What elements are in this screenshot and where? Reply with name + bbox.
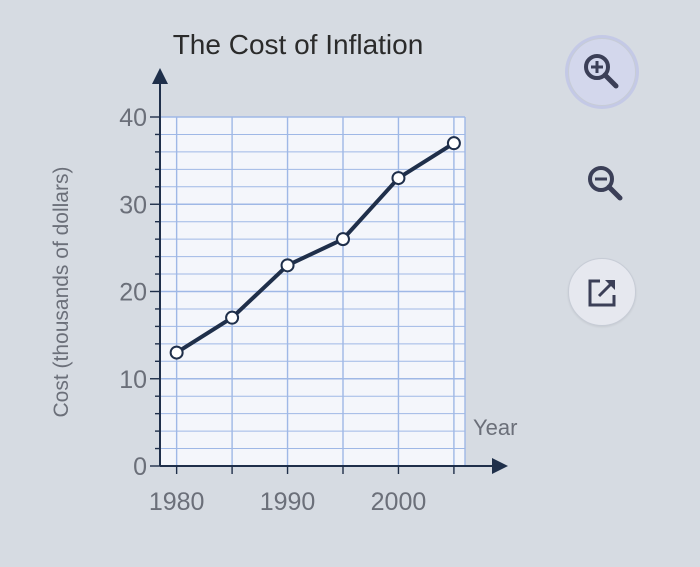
data-point — [391, 171, 406, 186]
data-point — [280, 258, 295, 273]
data-point — [225, 310, 240, 325]
zoom-out-icon — [588, 166, 623, 201]
x-tick-label: 2000 — [371, 488, 427, 516]
zoom-in-button[interactable]: zoom-in-icon — [568, 38, 636, 106]
x-axis-arrow — [492, 458, 508, 474]
x-tick-label: 1980 — [149, 488, 205, 516]
data-point — [446, 136, 461, 151]
chart-title: The Cost of Inflation — [173, 29, 424, 60]
x-tick-label: 1990 — [260, 488, 316, 516]
data-point — [336, 232, 350, 247]
data-point — [169, 345, 184, 360]
plot-area: 0 10 20 30 40 1980 1990 2000 — [119, 68, 508, 516]
y-tick-label: 20 — [119, 279, 147, 307]
y-tick-label: 40 — [119, 104, 147, 132]
zoom-in-icon — [584, 54, 619, 89]
y-tick-label: 0 — [133, 453, 147, 481]
y-tick-label: 10 — [119, 366, 147, 394]
popout-button[interactable]: external-link-icon — [568, 258, 636, 326]
y-axis-arrow — [152, 68, 168, 84]
zoom-out-button[interactable]: zoom-out-icon — [572, 150, 640, 218]
line-chart: The Cost of Inflation Cost (thousands of… — [50, 29, 517, 516]
y-axis-label: Cost (thousands of dollars) — [50, 167, 73, 418]
external-link-icon — [588, 279, 616, 307]
series-line — [175, 141, 455, 355]
y-tick-label: 30 — [119, 191, 147, 219]
x-axis-label: Year — [473, 415, 517, 440]
